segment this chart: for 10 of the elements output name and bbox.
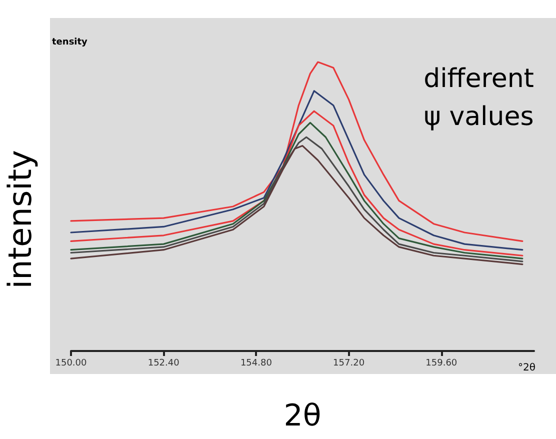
- x-tick-label: 154.80: [240, 358, 272, 368]
- x-axis-title: 2θ: [284, 398, 322, 434]
- text: °2θ: [518, 362, 536, 374]
- text: tensity: [52, 38, 88, 48]
- x-tick-label: 150.00: [55, 358, 88, 368]
- x-tick-label: 152.40: [148, 358, 180, 368]
- y-axis-title: intensity: [1, 150, 39, 289]
- x-tick-label: 159.60: [426, 358, 458, 368]
- annotation: different ψ values: [424, 64, 534, 132]
- x-tick-label: 157.20: [333, 358, 365, 368]
